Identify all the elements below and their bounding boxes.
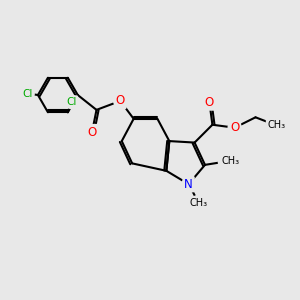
Text: CH₃: CH₃ [267,120,285,130]
Circle shape [218,152,236,170]
Circle shape [21,87,34,100]
Text: CH₃: CH₃ [190,199,208,208]
Circle shape [203,96,216,109]
Text: N: N [184,178,193,191]
Text: CH₃: CH₃ [222,156,240,166]
Text: Cl: Cl [66,97,76,107]
Circle shape [114,94,127,107]
Circle shape [191,195,207,212]
Circle shape [266,116,283,133]
Circle shape [85,126,99,139]
Text: O: O [87,126,97,139]
Text: Cl: Cl [22,88,33,98]
Text: O: O [230,121,239,134]
Circle shape [182,178,195,191]
Circle shape [65,95,78,108]
Text: O: O [205,96,214,109]
Text: O: O [116,94,125,107]
Circle shape [228,121,241,134]
